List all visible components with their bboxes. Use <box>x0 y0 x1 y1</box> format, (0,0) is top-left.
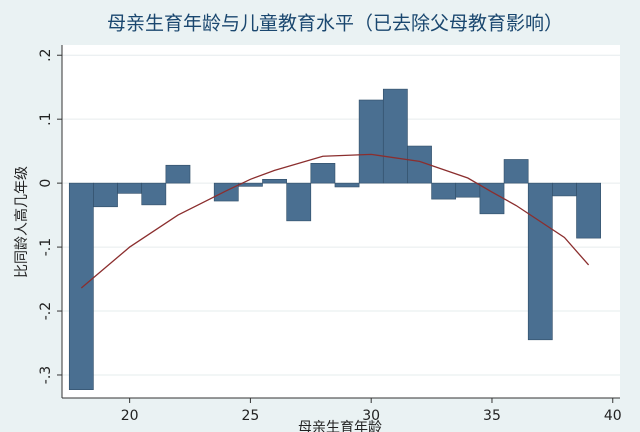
bar <box>213 182 239 202</box>
bar <box>479 182 505 215</box>
bar <box>117 182 143 194</box>
y-tick-label: -.1 <box>38 238 54 256</box>
bar <box>334 182 360 188</box>
x-axis-label: 母亲生育年龄 <box>298 420 382 432</box>
x-tick-label: 25 <box>242 408 260 424</box>
bar <box>431 182 457 200</box>
chart-title: 母亲生育年龄与儿童教育水平（已去除父母教育影响） <box>107 13 563 35</box>
x-tick-label: 30 <box>362 408 380 424</box>
bar <box>93 182 118 208</box>
fit-line <box>80 153 590 289</box>
bar <box>286 182 312 222</box>
bar <box>358 99 384 184</box>
bar <box>455 182 481 198</box>
bar <box>527 182 553 341</box>
bar <box>310 163 336 184</box>
bar <box>165 164 191 184</box>
bar <box>141 182 167 206</box>
bar <box>576 182 601 239</box>
y-tick-label: .2 <box>38 49 54 62</box>
x-tick-label: 20 <box>121 408 139 424</box>
x-tick-label: 40 <box>604 408 622 424</box>
plot-area <box>62 45 620 398</box>
bar <box>552 182 577 197</box>
bar <box>262 178 287 184</box>
bar <box>503 159 529 184</box>
y-tick-label: -.2 <box>38 302 54 320</box>
y-tick-label: -.3 <box>38 366 54 384</box>
x-tick-label: 35 <box>483 408 501 424</box>
bar <box>68 182 94 390</box>
y-axis-label: 比同龄人高几年级 <box>13 166 30 278</box>
y-tick-label: .1 <box>38 113 54 126</box>
y-tick-label: 0 <box>38 179 54 188</box>
bar <box>382 88 408 184</box>
